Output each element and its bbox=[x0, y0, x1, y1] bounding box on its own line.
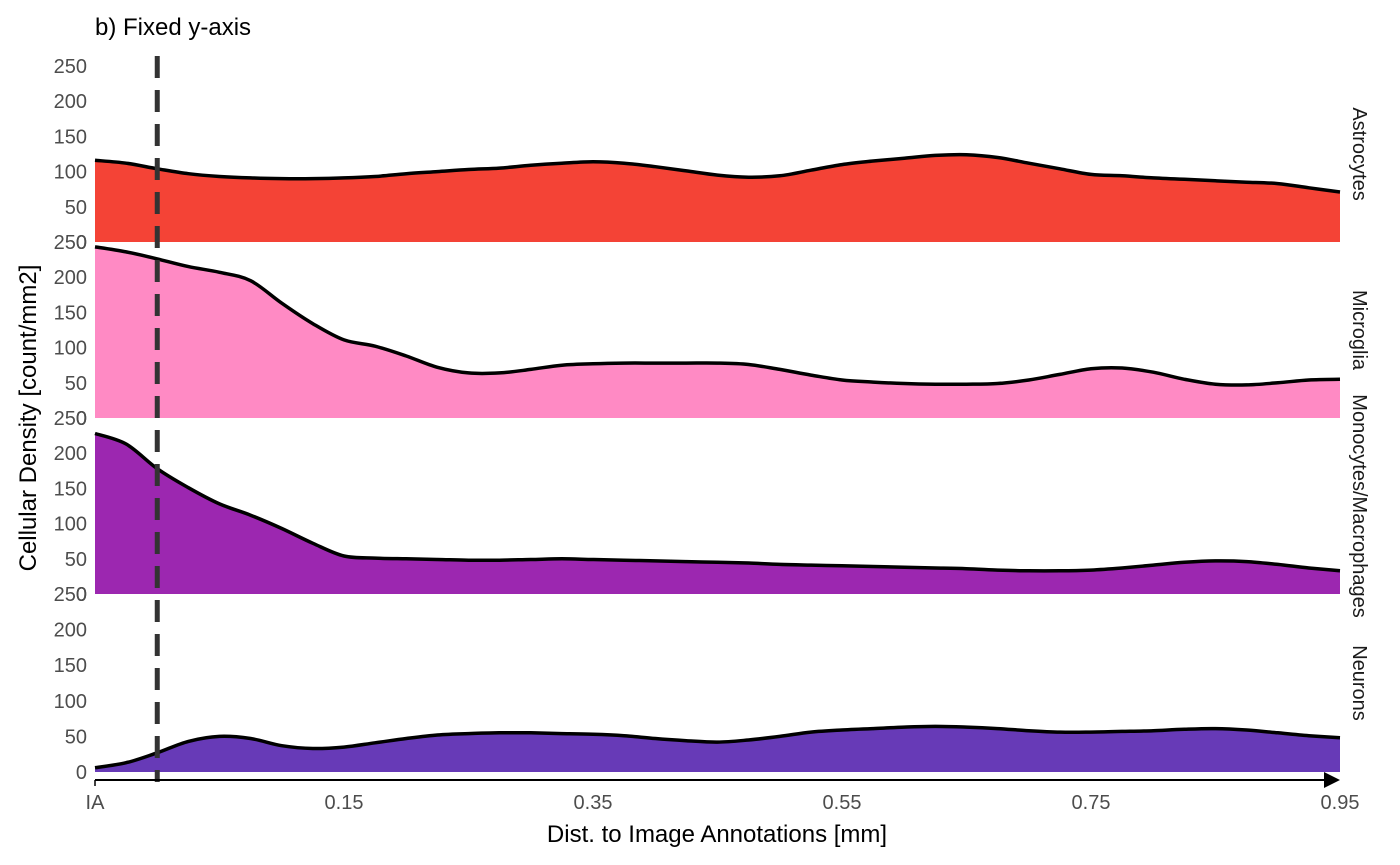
y-tick-label: 200 bbox=[54, 267, 87, 289]
facet-strip-label: Astrocytes bbox=[1348, 107, 1370, 200]
y-tick-label: 0 bbox=[76, 584, 87, 606]
y-tick-label: 100 bbox=[54, 691, 87, 713]
panels: 0 50 100 150 200 250 Astrocytes 0 50 100 150 200 250… bbox=[54, 56, 1370, 784]
y-tick-label: 150 bbox=[54, 655, 87, 677]
panel-1: 0 50 100 150 200 250 Microglia bbox=[54, 232, 1370, 430]
y-tick-label: 100 bbox=[54, 162, 87, 184]
series-area bbox=[95, 726, 1340, 772]
y-tick-label: 250 bbox=[54, 232, 87, 254]
x-axis-label: Dist. to Image Annotations [mm] bbox=[547, 821, 887, 848]
series-area bbox=[95, 154, 1340, 242]
x-axis: IA 0.15 0.35 0.55 0.75 0.95 bbox=[86, 772, 1360, 814]
y-axis-label: Cellular Density [count/mm2] bbox=[15, 265, 42, 572]
series-line bbox=[94, 152, 1341, 194]
y-tick-label: 50 bbox=[65, 549, 87, 571]
x-tick-label: 0.55 bbox=[823, 792, 862, 814]
panel-0: 0 50 100 150 200 250 Astrocytes bbox=[54, 56, 1370, 254]
y-tick-label: 0 bbox=[76, 762, 87, 784]
panel-3: 0 50 100 150 200 250 Neurons bbox=[54, 584, 1370, 784]
facet-strip-label: Microglia bbox=[1348, 290, 1370, 371]
series-line bbox=[94, 724, 1341, 770]
y-tick-label: 150 bbox=[54, 302, 87, 324]
y-tick-label: 100 bbox=[54, 338, 87, 360]
series-line bbox=[94, 245, 1341, 387]
x-tick-label: 0.75 bbox=[1072, 792, 1111, 814]
facet-strip-label: Monocytes/Macrophages bbox=[1348, 394, 1370, 617]
y-tick-label: 200 bbox=[54, 443, 87, 465]
y-tick-label: 0 bbox=[76, 408, 87, 430]
y-tick-label: 250 bbox=[54, 584, 87, 606]
y-tick-label: 150 bbox=[54, 126, 87, 148]
y-tick-label: 50 bbox=[65, 373, 87, 395]
y-tick-label: 200 bbox=[54, 91, 87, 113]
y-tick-label: 200 bbox=[54, 620, 87, 642]
y-tick-label: 50 bbox=[65, 726, 87, 748]
panel-2: 0 50 100 150 200 250 Monocytes/Macrophages bbox=[54, 394, 1370, 617]
y-tick-label: 250 bbox=[54, 408, 87, 430]
x-tick-label: IA bbox=[86, 792, 106, 814]
chart-title: b) Fixed y-axis bbox=[95, 14, 251, 41]
x-tick-label: 0.15 bbox=[325, 792, 364, 814]
y-tick-label: 100 bbox=[54, 514, 87, 536]
y-tick-label: 0 bbox=[76, 232, 87, 254]
y-tick-label: 250 bbox=[54, 56, 87, 78]
x-axis-arrow-icon bbox=[1324, 772, 1340, 788]
series-line bbox=[94, 431, 1341, 573]
y-tick-label: 150 bbox=[54, 478, 87, 500]
y-tick-label: 50 bbox=[65, 197, 87, 219]
series-area bbox=[95, 433, 1340, 594]
series-area bbox=[95, 246, 1340, 418]
x-tick-label: 0.35 bbox=[574, 792, 613, 814]
facet-strip-label: Neurons bbox=[1348, 645, 1370, 721]
x-tick-label: 0.95 bbox=[1321, 792, 1360, 814]
